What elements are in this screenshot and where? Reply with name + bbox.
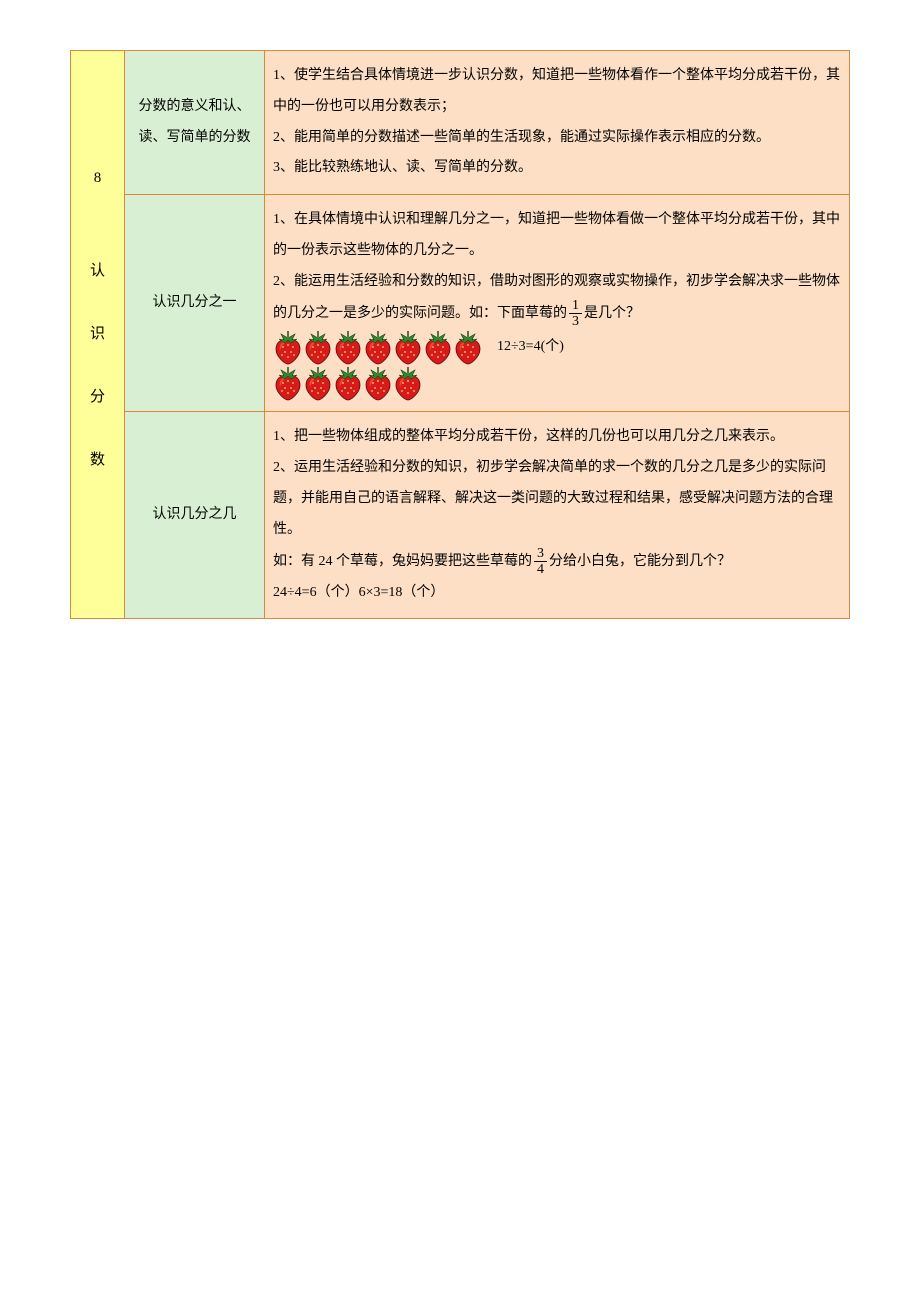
calculation-text: 24÷4=6（个）6×3=18（个）: [273, 578, 841, 609]
content-text: 是几个？: [584, 306, 640, 321]
content-line: 2、能运用生活经验和分数的知识，借助对图形的观察或实物操作，初步学会解决求一些物…: [273, 267, 841, 330]
fraction-one-third: 13: [569, 298, 582, 330]
content-text: 分给小白兔，它能分到几个？: [549, 554, 731, 569]
strawberry-icon: [303, 329, 333, 365]
content-line: 1、使学生结合具体情境进一步认识分数，知道把一些物体看作一个整体平均分成若干份，…: [273, 61, 841, 123]
chapter-char-3: 数: [77, 444, 118, 477]
strawberry-row-2: [273, 365, 841, 401]
strawberry-icon: [303, 365, 333, 401]
strawberry-icon: [333, 329, 363, 365]
chapter-char-2: 分: [77, 381, 118, 414]
content-text: 如：有 24 个草莓，兔妈妈要把这些草莓的: [273, 554, 532, 569]
curriculum-table: 8 认 识 分 数 分数的意义和认、读、写简单的分数 1、使学生结合具体情境进一…: [70, 50, 850, 619]
content-cell-1: 1、在具体情境中认识和理解几分之一，知道把一些物体看做一个整体平均分成若干份，其…: [265, 195, 850, 412]
content-cell-0: 1、使学生结合具体情境进一步认识分数，知道把一些物体看作一个整体平均分成若干份，…: [265, 51, 850, 195]
content-cell-2: 1、把一些物体组成的整体平均分成若干份，这样的几份也可以用几分之几来表示。 2、…: [265, 412, 850, 619]
chapter-char-0: 认: [77, 255, 118, 288]
topic-cell-2: 认识几分之几: [125, 412, 265, 619]
fraction-three-quarters: 34: [534, 546, 547, 578]
content-line: 3、能比较熟练地认、读、写简单的分数。: [273, 153, 841, 184]
content-line: 1、把一些物体组成的整体平均分成若干份，这样的几份也可以用几分之几来表示。: [273, 422, 841, 453]
strawberry-row-1: 12÷3=4(个): [273, 329, 841, 365]
strawberry-icon: [393, 365, 423, 401]
strawberry-icon: [423, 329, 453, 365]
content-line: 2、能用简单的分数描述一些简单的生活现象，能通过实际操作表示相应的分数。: [273, 123, 841, 154]
strawberry-icon: [363, 329, 393, 365]
strawberry-icon: [393, 329, 423, 365]
strawberry-icon: [273, 365, 303, 401]
content-line: 如：有 24 个草莓，兔妈妈要把这些草莓的34分给小白兔，它能分到几个？: [273, 546, 841, 578]
content-line: 1、在具体情境中认识和理解几分之一，知道把一些物体看做一个整体平均分成若干份，其…: [273, 205, 841, 267]
strawberry-icon: [453, 329, 483, 365]
strawberry-icon: [333, 365, 363, 401]
calculation-text: 12÷3=4(个): [497, 332, 564, 363]
strawberry-icon: [273, 329, 303, 365]
chapter-cell: 8 认 识 分 数: [71, 51, 125, 619]
strawberry-icon: [363, 365, 393, 401]
chapter-char-1: 识: [77, 318, 118, 351]
content-line: 2、运用生活经验和分数的知识，初步学会解决简单的求一个数的几分之几是多少的实际问…: [273, 453, 841, 545]
topic-cell-0: 分数的意义和认、读、写简单的分数: [125, 51, 265, 195]
chapter-number: 8: [77, 162, 118, 195]
content-text: 2、能运用生活经验和分数的知识，借助对图形的观察或实物操作，初步学会解决求一些物…: [273, 274, 840, 321]
topic-cell-1: 认识几分之一: [125, 195, 265, 412]
